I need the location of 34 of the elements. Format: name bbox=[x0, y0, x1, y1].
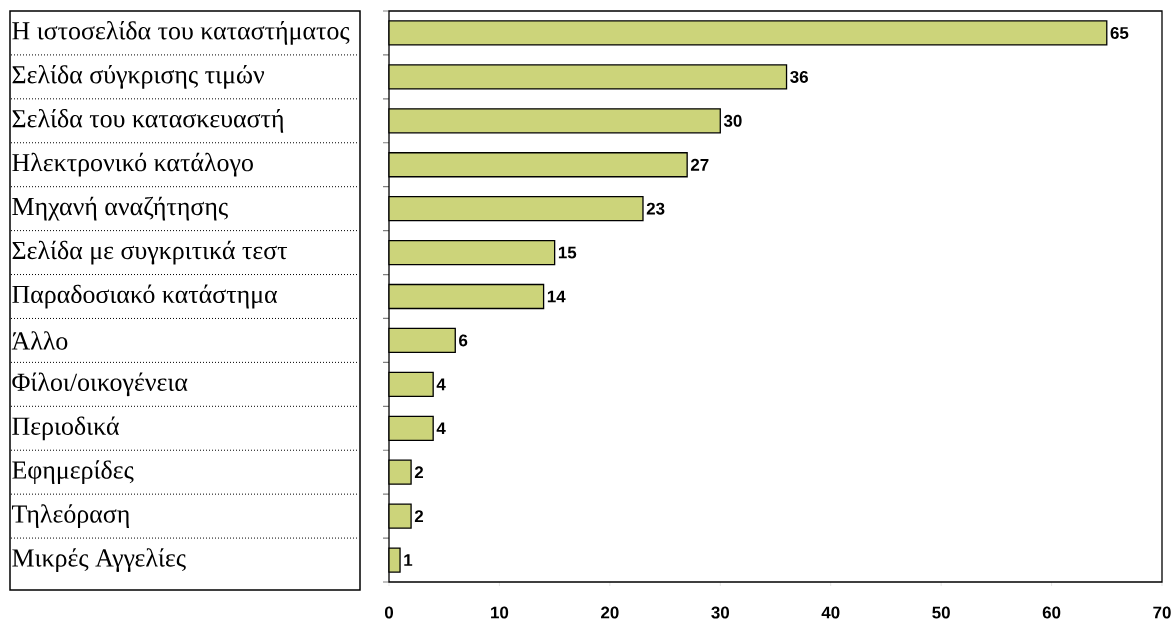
x-tick-label: 70 bbox=[1153, 606, 1171, 619]
data-label: 65 bbox=[1110, 26, 1129, 39]
y-tick-label: Περιοδικά bbox=[12, 416, 119, 441]
data-label: 36 bbox=[790, 70, 808, 83]
x-tick-label: 30 bbox=[711, 606, 729, 619]
x-tick-label: 60 bbox=[1042, 606, 1061, 619]
x-tick-label: 50 bbox=[932, 606, 950, 619]
data-label: 30 bbox=[723, 114, 742, 127]
y-tick-label: Μικρές Αγγελίες bbox=[12, 548, 186, 572]
y-tick-label: Σελίδα του κατασκευαστή bbox=[12, 108, 284, 133]
y-tick-label: Άλλο bbox=[11, 331, 68, 350]
y-tick-label: Φίλοι/οικογένεια bbox=[12, 372, 188, 397]
y-tick-label: Τηλεόραση bbox=[11, 504, 129, 529]
x-tick-label: 40 bbox=[821, 606, 840, 619]
x-tick-label: 20 bbox=[601, 606, 619, 619]
y-tick-label: Η ιστοσελίδα του καταστήματος bbox=[12, 21, 350, 45]
y-tick-label: Ηλεκτρονικό κατάλογο bbox=[12, 152, 253, 177]
data-label: 23 bbox=[646, 202, 665, 215]
data-label: 14 bbox=[547, 290, 566, 303]
data-label: 2 bbox=[414, 510, 424, 523]
x-tick-label: 10 bbox=[491, 606, 509, 619]
y-tick-label: Σελίδα σύγκρισης τιμών bbox=[12, 64, 265, 89]
data-label: 6 bbox=[459, 334, 468, 347]
x-tick-label: 0 bbox=[384, 606, 394, 619]
y-tick-label: Μηχανή αναζήτησης bbox=[12, 196, 228, 221]
data-label: 2 bbox=[414, 466, 424, 479]
y-tick-label: Εφημερίδες bbox=[12, 460, 134, 485]
y-tick-label: Παραδοσιακό κατάστημα bbox=[12, 284, 278, 309]
data-label: 4 bbox=[436, 422, 446, 435]
data-label: 1 bbox=[404, 554, 413, 566]
data-label: 27 bbox=[690, 158, 709, 171]
data-label: 15 bbox=[558, 246, 577, 259]
y-tick-label: Σελίδα με συγκριτικά τεστ bbox=[12, 240, 288, 265]
data-label: 4 bbox=[436, 378, 446, 391]
